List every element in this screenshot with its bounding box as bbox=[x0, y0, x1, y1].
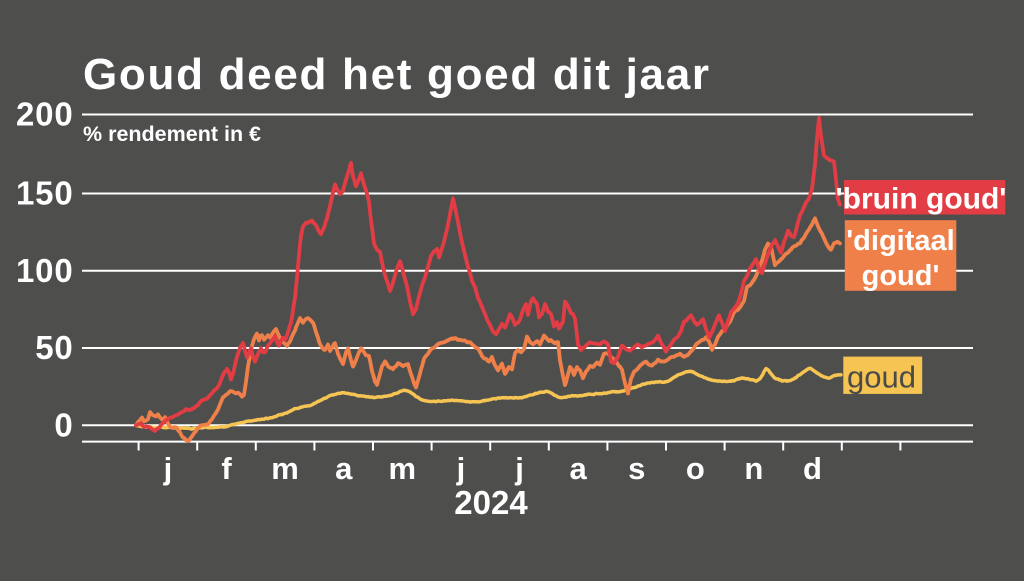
svg-text:50: 50 bbox=[35, 329, 73, 366]
svg-text:a: a bbox=[335, 451, 353, 486]
svg-text:'bruin goud': 'bruin goud' bbox=[836, 183, 1007, 216]
svg-text:'digitaal: 'digitaal bbox=[846, 225, 954, 257]
svg-text:m: m bbox=[389, 451, 417, 486]
svg-text:j: j bbox=[514, 451, 524, 486]
svg-text:n: n bbox=[744, 451, 763, 486]
svg-text:0: 0 bbox=[54, 406, 73, 443]
svg-text:a: a bbox=[569, 451, 587, 486]
svg-text:o: o bbox=[686, 451, 705, 486]
svg-text:j: j bbox=[163, 451, 173, 486]
svg-text:2024: 2024 bbox=[454, 484, 528, 521]
svg-text:150: 150 bbox=[16, 175, 73, 212]
svg-text:goud: goud bbox=[847, 359, 916, 394]
svg-text:200: 200 bbox=[16, 96, 73, 133]
svg-text:m: m bbox=[271, 451, 299, 486]
svg-text:s: s bbox=[628, 451, 645, 486]
svg-text:100: 100 bbox=[16, 252, 73, 289]
svg-text:goud': goud' bbox=[862, 260, 940, 292]
svg-text:f: f bbox=[221, 451, 232, 486]
svg-text:j: j bbox=[456, 451, 466, 486]
svg-text:d: d bbox=[803, 451, 822, 486]
svg-text:% rendement in €: % rendement in € bbox=[83, 122, 261, 146]
svg-text:Goud deed het goed dit jaar: Goud deed het goed dit jaar bbox=[83, 50, 711, 99]
